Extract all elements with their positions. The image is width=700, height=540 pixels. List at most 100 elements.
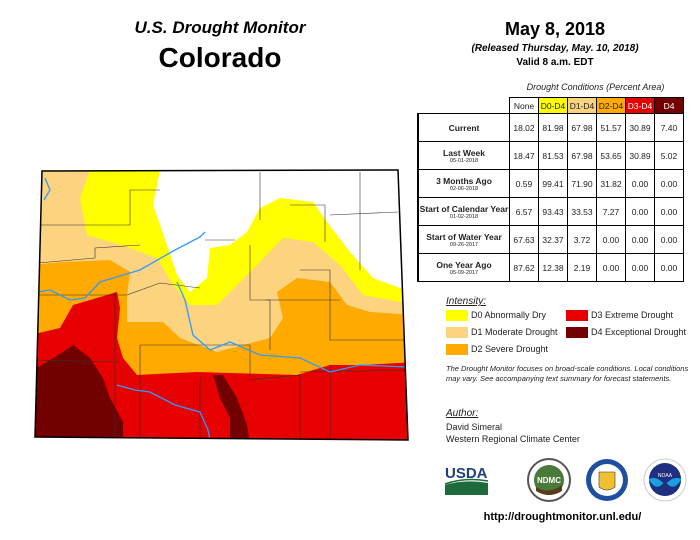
table-cell: 0.00 (596, 253, 626, 282)
table-cell: 12.38 (538, 253, 568, 282)
table-cell: 7.40 (654, 113, 684, 142)
svg-text:USDA: USDA (445, 465, 488, 482)
table-row: 3 Months Ago 02-06-2018 0.59 99.41 71.90 31.8… (417, 169, 684, 198)
legend-swatch (446, 310, 468, 321)
row-label: Last Week 05-01-2018 (417, 141, 510, 170)
legend-label: D2 Severe Drought (471, 344, 549, 354)
table-cell: 87.62 (509, 253, 539, 282)
noaa-logo: NOAA (643, 458, 687, 502)
row-date: 09-26-2017 (449, 241, 479, 248)
ndmc-logo: NDMC (527, 458, 571, 502)
drought-map (34, 169, 409, 441)
website-link[interactable]: http://droughtmonitor.unl.edu/ (483, 511, 642, 523)
table-cell: 93.43 (538, 197, 568, 226)
legend-swatch (566, 327, 588, 338)
table-cell: 32.37 (538, 225, 568, 254)
table-cell: 0.00 (625, 197, 655, 226)
table-cell: 51.57 (596, 113, 626, 142)
usda-logo: USDA (444, 465, 489, 495)
col-d1-d4: D1-D4 (567, 97, 597, 114)
row-date: 02-06-2018 (449, 185, 479, 192)
title: U.S. Drought Monitor (134, 18, 306, 37)
table-cell: 67.63 (509, 225, 539, 254)
legend-label: D4 Exceptional Drought (591, 327, 687, 337)
county-lines (35, 172, 408, 440)
table-cell: 0.00 (654, 225, 684, 254)
commerce-logo (586, 459, 628, 501)
legend-swatch (446, 327, 468, 338)
table-cell: 3.72 (567, 225, 597, 254)
row-date: 05-01-2018 (449, 157, 479, 164)
row-label-text: One Year Ago (436, 259, 492, 270)
legend-label: D1 Moderate Drought (471, 327, 558, 337)
table-row: Last Week 05-01-2018 18.47 81.53 67.98 53.65 3… (417, 141, 684, 170)
row-label-text: Start of Calendar Year (419, 203, 509, 214)
table-cell: 30.89 (625, 141, 655, 170)
table-cell: 0.00 (625, 225, 655, 254)
row-label-text: Last Week (443, 147, 485, 158)
rivers (36, 177, 408, 440)
table-cell: 81.53 (538, 141, 568, 170)
table-cell: 18.02 (509, 113, 539, 142)
table-cell: 0.00 (654, 169, 684, 198)
row-label-text: 3 Months Ago (436, 175, 492, 186)
svg-text:NDMC: NDMC (537, 476, 561, 485)
release-date: (Released Thursday, May. 10, 2018) (471, 43, 639, 54)
table-header-row: None D0-D4 D1-D4 D2-D4 D3-D4 D4 (418, 97, 684, 114)
table-cell: 0.00 (625, 253, 655, 282)
table-corner (418, 98, 510, 114)
table-row: One Year Ago 05-09-2017 87.62 12.38 2.19 0.00… (417, 253, 684, 282)
table-cell: 5.02 (654, 141, 684, 170)
table-cell: 67.98 (567, 141, 597, 170)
table-cell: 99.41 (538, 169, 568, 198)
table-cell: 0.59 (509, 169, 539, 198)
table-cell: 33.53 (567, 197, 597, 226)
disclaimer-note: The Drought Monitor focuses on broad-sca… (446, 364, 689, 383)
agency-logos: USDA NDMC NOAA (444, 458, 687, 502)
drought-conditions-table: None D0-D4 D1-D4 D2-D4 D3-D4 D4 Current 1… (417, 97, 684, 282)
no-drought-area (153, 170, 408, 292)
col-d0-d4: D0-D4 (538, 97, 568, 114)
table-cell: 81.98 (538, 113, 568, 142)
table-cell: 31.82 (596, 169, 626, 198)
author-heading: Author: (446, 408, 479, 419)
row-label: Start of Water Year 09-26-2017 (417, 225, 510, 254)
table-cell: 53.65 (596, 141, 626, 170)
legend-swatch (446, 344, 468, 355)
table-row: Start of Water Year 09-26-2017 67.63 32.37 3… (417, 225, 684, 254)
state-outline (34, 169, 409, 441)
row-label-text: Start of Water Year (426, 231, 502, 242)
row-label: One Year Ago 05-09-2017 (417, 253, 510, 282)
d4-area-south (213, 375, 250, 440)
table-row: Current 18.02 81.98 67.98 51.57 30.89 7.40 (417, 113, 684, 142)
table-cell: 2.19 (567, 253, 597, 282)
table-cell: 0.00 (596, 225, 626, 254)
table-cell: 18.47 (509, 141, 539, 170)
col-d4: D4 (654, 97, 684, 114)
table-cell: 0.00 (654, 197, 684, 226)
row-label: Current (417, 113, 510, 142)
map-date: May 8, 2018 (504, 19, 606, 39)
legend-label: D3 Extreme Drought (591, 310, 674, 320)
table-cell: 30.89 (625, 113, 655, 142)
row-date: 01-02-2018 (449, 213, 479, 220)
legend-title: Intensity: (446, 296, 487, 307)
col-d3-d4: D3-D4 (625, 97, 655, 114)
table-cell: 0.00 (654, 253, 684, 282)
legend-swatch (566, 310, 588, 321)
d4-area-west (35, 345, 123, 440)
author-org: Western Regional Climate Center (446, 434, 580, 444)
table-cell: 0.00 (625, 169, 655, 198)
author-name: David Simeral (446, 422, 503, 432)
legend-label: D0 Abnormally Dry (471, 310, 547, 320)
table-row: Start of Calendar Year 01-02-2018 6.57 93.4… (417, 197, 684, 226)
table-cell: 6.57 (509, 197, 539, 226)
row-label-text: Current (448, 122, 480, 133)
table-caption: Drought Conditions (Percent Area) (526, 82, 665, 92)
row-label: Start of Calendar Year 01-02-2018 (417, 197, 510, 226)
svg-text:NOAA: NOAA (658, 473, 673, 479)
col-none: None (509, 97, 539, 114)
table-cell: 67.98 (567, 113, 597, 142)
valid-time: Valid 8 a.m. EDT (516, 57, 594, 68)
